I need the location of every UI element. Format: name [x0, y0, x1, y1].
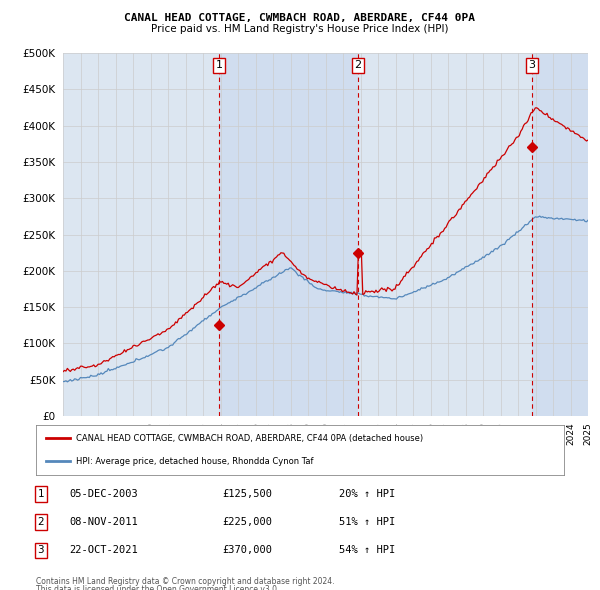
Text: 08-NOV-2011: 08-NOV-2011	[69, 517, 138, 527]
Bar	[219, 53, 358, 416]
Text: 54% ↑ HPI: 54% ↑ HPI	[339, 546, 395, 555]
Text: 22-OCT-2021: 22-OCT-2021	[69, 546, 138, 555]
Text: 2: 2	[355, 60, 361, 70]
Text: £370,000: £370,000	[222, 546, 272, 555]
Text: CANAL HEAD COTTAGE, CWMBACH ROAD, ABERDARE, CF44 0PA (detached house): CANAL HEAD COTTAGE, CWMBACH ROAD, ABERDA…	[76, 434, 423, 443]
Text: 20% ↑ HPI: 20% ↑ HPI	[339, 489, 395, 499]
Text: 1: 1	[215, 60, 223, 70]
Bar	[532, 53, 588, 416]
Text: Contains HM Land Registry data © Crown copyright and database right 2024.: Contains HM Land Registry data © Crown c…	[36, 577, 335, 586]
Text: 2: 2	[37, 517, 44, 527]
Text: HPI: Average price, detached house, Rhondda Cynon Taf: HPI: Average price, detached house, Rhon…	[76, 457, 313, 466]
Text: 3: 3	[529, 60, 536, 70]
Text: 05-DEC-2003: 05-DEC-2003	[69, 489, 138, 499]
Text: CANAL HEAD COTTAGE, CWMBACH ROAD, ABERDARE, CF44 0PA: CANAL HEAD COTTAGE, CWMBACH ROAD, ABERDA…	[125, 13, 476, 23]
Text: 51% ↑ HPI: 51% ↑ HPI	[339, 517, 395, 527]
Text: £225,000: £225,000	[222, 517, 272, 527]
Text: 3: 3	[37, 546, 44, 555]
Text: 1: 1	[37, 489, 44, 499]
Text: This data is licensed under the Open Government Licence v3.0.: This data is licensed under the Open Gov…	[36, 585, 280, 590]
Text: £125,500: £125,500	[222, 489, 272, 499]
Text: Price paid vs. HM Land Registry's House Price Index (HPI): Price paid vs. HM Land Registry's House …	[151, 24, 449, 34]
